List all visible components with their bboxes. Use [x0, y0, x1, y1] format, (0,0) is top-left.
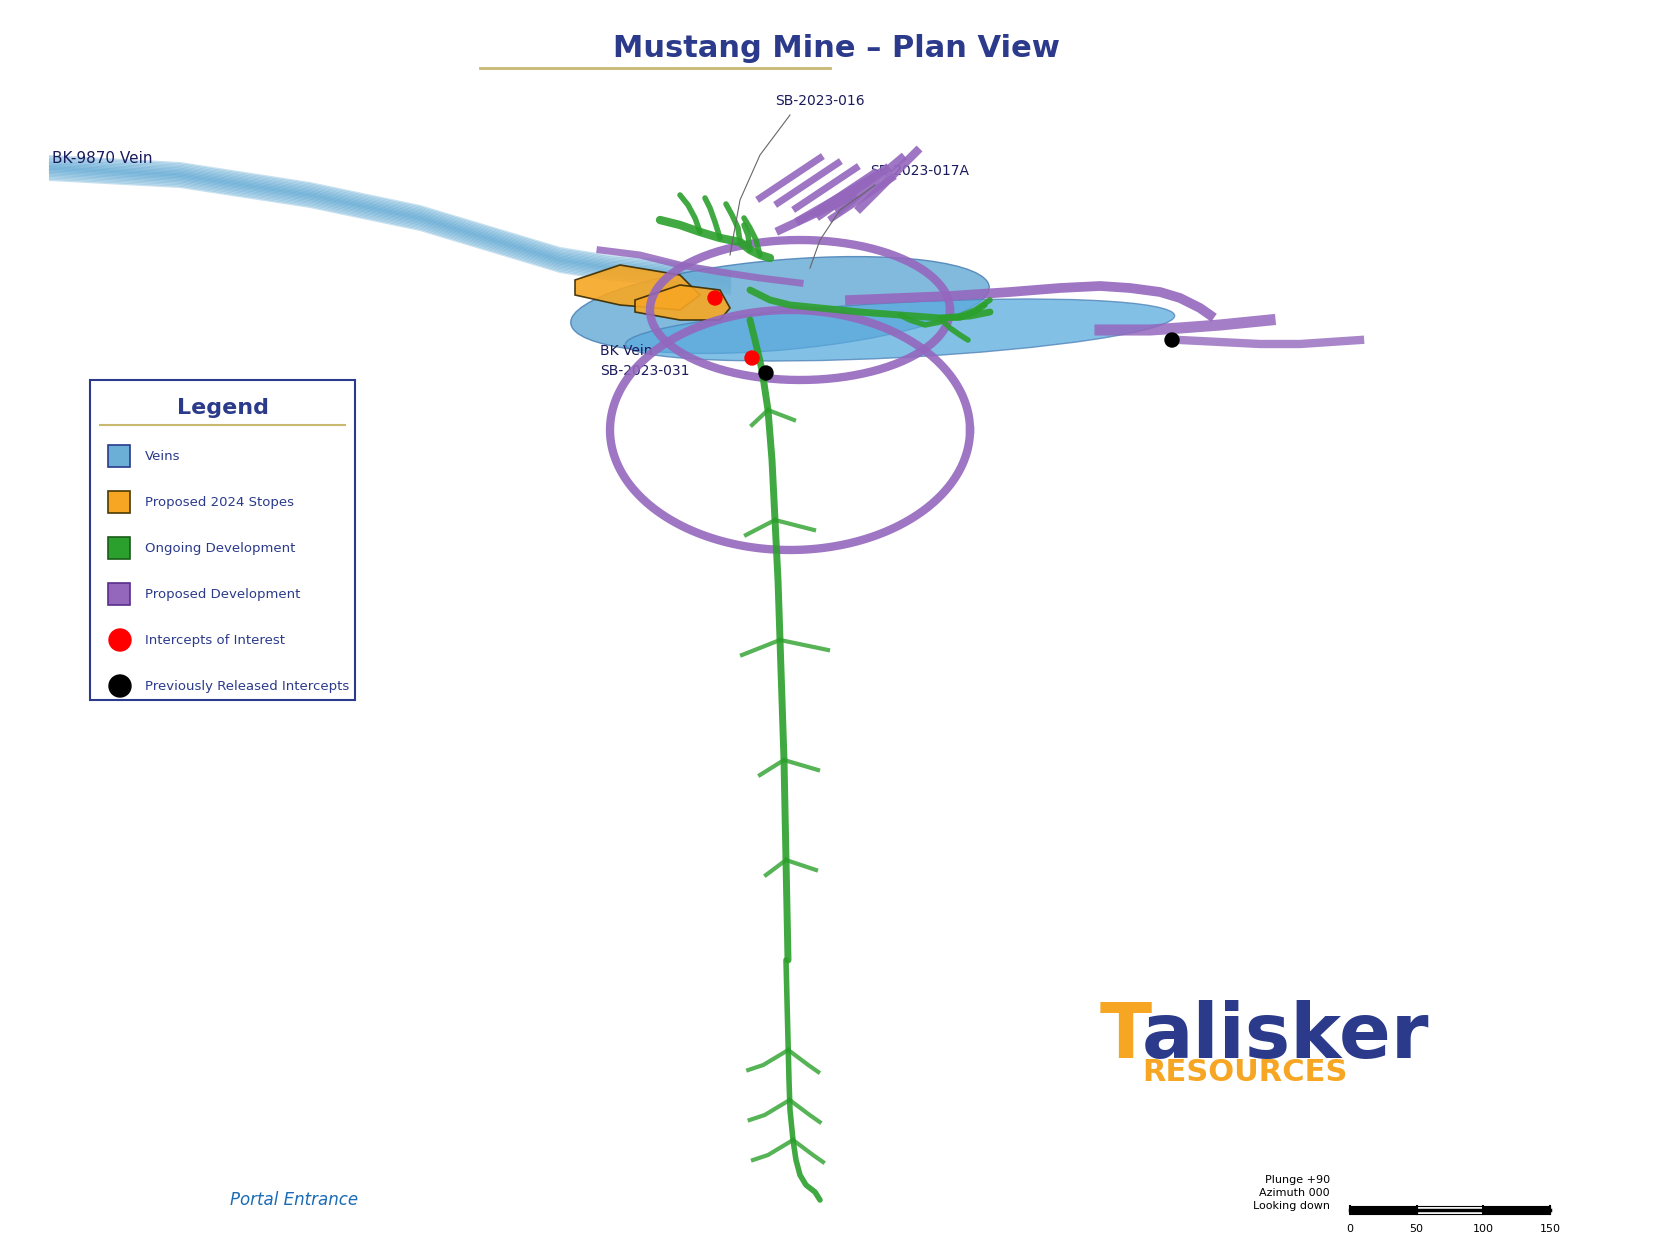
Text: RESOURCES: RESOURCES	[1143, 1058, 1347, 1087]
Text: 100: 100	[1472, 1224, 1494, 1234]
FancyBboxPatch shape	[1417, 1205, 1484, 1214]
Polygon shape	[576, 265, 699, 310]
Text: Proposed Development: Proposed Development	[146, 587, 301, 601]
Text: SB-2023-031: SB-2023-031	[601, 365, 689, 378]
FancyBboxPatch shape	[109, 537, 130, 559]
Text: alisker: alisker	[1143, 1001, 1429, 1073]
Text: SB-2023-017A: SB-2023-017A	[870, 163, 969, 178]
Text: BK-9870 Vein: BK-9870 Vein	[52, 151, 152, 166]
Circle shape	[109, 675, 130, 696]
Text: BK Vein: BK Vein	[601, 344, 652, 358]
Text: Proposed 2024 Stopes: Proposed 2024 Stopes	[146, 495, 294, 509]
Text: 0: 0	[1347, 1224, 1353, 1234]
Text: Legend: Legend	[176, 398, 268, 419]
Circle shape	[109, 628, 130, 651]
FancyBboxPatch shape	[90, 380, 355, 700]
Text: Ongoing Development: Ongoing Development	[146, 542, 296, 554]
Polygon shape	[636, 285, 729, 321]
Text: Plunge +90
Azimuth 000
Looking down: Plunge +90 Azimuth 000 Looking down	[1253, 1175, 1330, 1212]
Text: Mustang Mine – Plan View: Mustang Mine – Plan View	[612, 34, 1059, 63]
FancyBboxPatch shape	[109, 491, 130, 513]
Text: Veins: Veins	[146, 450, 181, 463]
Circle shape	[1164, 333, 1179, 347]
FancyBboxPatch shape	[109, 583, 130, 605]
Ellipse shape	[570, 256, 989, 353]
Text: SB-2023-016: SB-2023-016	[775, 94, 865, 108]
Text: 50: 50	[1410, 1224, 1424, 1234]
Circle shape	[760, 366, 773, 380]
Text: Previously Released Intercepts: Previously Released Intercepts	[146, 680, 350, 693]
FancyBboxPatch shape	[1484, 1205, 1549, 1214]
FancyBboxPatch shape	[1350, 1205, 1417, 1214]
Circle shape	[744, 351, 760, 365]
Text: T: T	[1101, 1001, 1153, 1073]
FancyBboxPatch shape	[109, 445, 130, 468]
Text: Intercepts of Interest: Intercepts of Interest	[146, 634, 284, 646]
Text: Portal Entrance: Portal Entrance	[229, 1190, 358, 1209]
Circle shape	[708, 292, 723, 305]
Text: 150: 150	[1539, 1224, 1561, 1234]
Ellipse shape	[626, 299, 1174, 361]
